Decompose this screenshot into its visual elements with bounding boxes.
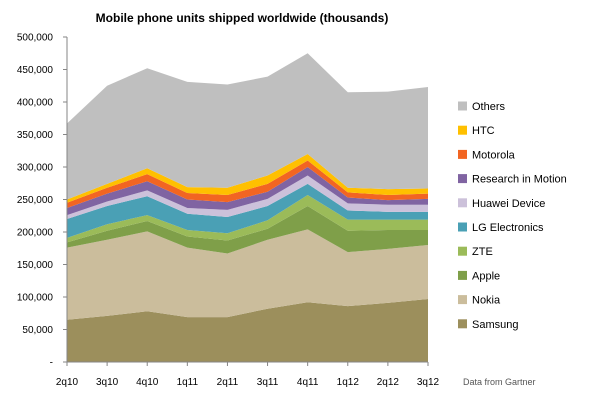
legend-swatch-motorola [458, 149, 467, 159]
area-research-in-motion [67, 167, 428, 216]
legend-swatch-nokia [458, 295, 467, 305]
x-tick-label: 3q12 [417, 377, 440, 388]
x-tick-label: 1q12 [337, 377, 360, 388]
legend-swatch-apple [458, 270, 467, 280]
legend-label-samsung: Samsung [472, 319, 518, 331]
x-tick-label: 3q10 [96, 377, 119, 388]
legend-swatch-research-in-motion [458, 174, 467, 184]
chart-title: Mobile phone units shipped worldwide (th… [96, 11, 389, 25]
legend-label-zte: ZTE [472, 246, 493, 258]
x-tick-label: 3q11 [257, 377, 279, 388]
y-tick-label: 450,000 [17, 65, 54, 76]
legend-label-huawei-device: Huawei Device [472, 198, 545, 210]
legend-label-nokia: Nokia [472, 295, 501, 307]
y-tick-label: 400,000 [17, 98, 54, 109]
legend-swatch-htc [458, 125, 467, 135]
legend-swatch-huawei-device [458, 198, 467, 208]
y-tick-label: 150,000 [17, 260, 54, 271]
x-tick-label: 2q11 [217, 377, 239, 388]
x-tick-label: 1q11 [177, 377, 199, 388]
legend-swatch-samsung [458, 319, 467, 329]
y-tick-label: 100,000 [17, 293, 54, 304]
x-tick-label: 4q10 [136, 377, 159, 388]
legend-label-motorola: Motorola [472, 149, 516, 161]
legend-label-others: Others [472, 101, 506, 113]
x-tick-label: 2q12 [377, 377, 400, 388]
area-nokia [67, 229, 428, 320]
legend-label-research-in-motion: Research in Motion [472, 174, 567, 186]
legend-label-lg-electronics: LG Electronics [472, 222, 544, 234]
legend-swatch-others [458, 101, 467, 111]
y-tick-label: 300,000 [17, 163, 54, 174]
area-others [67, 53, 428, 200]
source-note: Data from Gartner [463, 377, 536, 387]
area-zte [67, 194, 428, 243]
y-tick-label: 350,000 [17, 130, 54, 141]
y-tick-label: 500,000 [17, 33, 54, 44]
y-tick-label: - [50, 358, 53, 369]
y-tick-label: 50,000 [22, 325, 53, 336]
legend-label-apple: Apple [472, 270, 500, 282]
plot-areas [67, 53, 428, 362]
x-tick-label: 2q10 [56, 377, 79, 388]
legend-swatch-lg-electronics [458, 222, 467, 232]
legend-swatch-zte [458, 246, 467, 256]
axes: - 50,000 100,000 150,000 200,000 250,000 300,0… [17, 33, 440, 389]
area-apple [67, 206, 428, 254]
area-huawei-device [67, 175, 428, 219]
x-tick-label: 4q11 [297, 377, 319, 388]
area-samsung [67, 298, 428, 362]
legend-label-htc: HTC [472, 125, 495, 137]
legend: Others HTC Motorola Research in Motion Huawe… [458, 101, 567, 331]
y-tick-label: 200,000 [17, 228, 54, 239]
area-lg-electronics [67, 183, 428, 238]
y-tick-label: 250,000 [17, 195, 54, 206]
